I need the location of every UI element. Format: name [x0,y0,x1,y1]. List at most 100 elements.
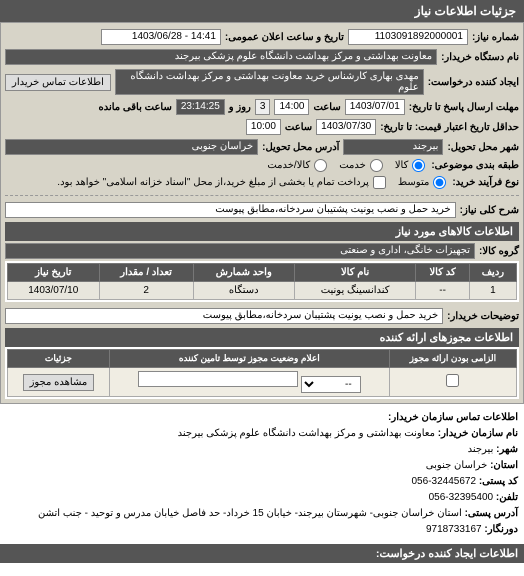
auth-details-cell: مشاهده مجوز [8,368,110,397]
items-table: ردیف کد کالا نام کالا واحد شمارش تعداد /… [7,263,517,300]
pay-radios: متوسط پرداخت تمام یا بخشی از مبلغ خرید،ا… [57,176,448,189]
contact-phone-label: تلفن: [496,492,518,503]
auth-col-status: اعلام وضعیت مجوز توسط تامین کننده [109,350,389,368]
contact-addr: استان خراسان جنوبی- شهرستان بیرجند- خیاب… [38,508,462,519]
need-title-field: خرید حمل و نصب یونیت پشتیبان سردخانه،مطا… [5,202,456,218]
page-header: جزئیات اطلاعات نیاز [0,0,524,22]
contact-city-label: شهر: [496,444,518,455]
announce-label: تاریخ و ساعت اعلان عمومی: [225,32,344,43]
announce-field: 14:41 - 1403/06/28 [101,29,221,45]
contact-section: اطلاعات تماس سازمان خریدار: نام سازمان خ… [0,404,524,544]
auth-mandatory-cell [389,368,516,397]
need-title-label: شرح کلی نیاز: [460,205,519,216]
col-row: ردیف [469,264,516,282]
pay-open-label: متوسط [398,177,429,188]
ship-addr-label: آدرس محل تحویل: [262,142,339,153]
contact-phone: 32395400-056 [429,492,494,503]
deliver-city: بیرجند [343,139,443,155]
buyer-org-label: نام دستگاه خریدار: [441,52,519,63]
group-field: تجهیزات خانگی، اداری و صنعتی [5,243,475,259]
auth-table: الزامی بودن ارائه مجوز اعلام وضعیت مجوز … [7,349,517,397]
auth-mandatory-check[interactable] [446,374,459,387]
contact-zip: 32445672-056 [412,476,477,487]
cat-both-option[interactable]: کالا/خدمت [267,159,329,172]
cat-service-option[interactable]: خدمت [339,159,385,172]
deadline-send-label: مهلت ارسال پاسخ تا تاریخ: [409,102,519,113]
cat-goods-label: کالا [395,160,409,171]
col-unit: واحد شمارش [193,264,294,282]
cat-both-radio[interactable] [314,159,327,172]
buyer-desc-label: توضیحات خریدار: [447,311,519,322]
time-label-2: ساعت [285,122,312,133]
auth-status-select[interactable]: -- [301,376,361,393]
main-section: شماره نیاز: 1103091892000001 تاریخ و ساع… [0,22,524,404]
deadline-send-date: 1403/07/01 [345,99,405,115]
need-no-label: شماره نیاز: [472,32,519,43]
view-auth-button[interactable]: مشاهده مجوز [23,374,95,391]
auth-col-mandatory: الزامی بودن ارائه مجوز [389,350,516,368]
auth-status-cell: -- [109,368,389,397]
pay-label: نوع فرآیند خرید: [452,177,519,188]
validity-label: حداقل تاریخ اعتبار قیمت: تا تاریخ: [380,122,519,133]
cell-name: کندانسینگ یونیت [294,282,416,300]
validity-time: 10:00 [246,119,281,135]
footer-bar: اطلاعات ایجاد کننده درخواست: [0,544,524,563]
cat-label: طبقه بندی موضوعی: [431,160,519,171]
items-header: اطلاعات کالاهای مورد نیاز [5,222,519,241]
pay-partial-option[interactable]: پرداخت تمام یا بخشی از مبلغ خرید،از محل … [57,176,388,189]
group-label: گروه کالا: [479,246,519,257]
ship-addr: خراسان جنوبی [5,139,258,155]
cell-rownum: 1 [469,282,516,300]
creator-label: ایجاد کننده درخواست: [428,77,519,88]
pay-partial-check[interactable] [373,176,386,189]
col-name: نام کالا [294,264,416,282]
contact-zip-label: کد پستی: [479,476,518,487]
category-radios: کالا خدمت کالا/خدمت [267,159,427,172]
items-table-wrap: ردیف کد کالا نام کالا واحد شمارش تعداد /… [5,261,519,302]
cat-service-radio[interactable] [370,159,383,172]
cat-goods-option[interactable]: کالا [395,159,428,172]
items-table-header: ردیف کد کالا نام کالا واحد شمارش تعداد /… [8,264,517,282]
auth-row: -- مشاهده مجوز [8,368,517,397]
auth-table-wrap: الزامی بودن ارائه مجوز اعلام وضعیت مجوز … [5,347,519,399]
remain-days-label: روز و [229,102,251,113]
cell-date: 1403/07/10 [8,282,100,300]
need-no-field: 1103091892000001 [348,29,468,45]
contact-org: معاونت بهداشتی و مرکز بهداشت دانشگاه علو… [178,428,435,439]
cell-qty: 2 [99,282,193,300]
contact-fax: 9718733167 [426,524,482,535]
time-label-1: ساعت [313,102,340,113]
remain-days: 3 [255,99,271,115]
validity-date: 1403/07/30 [316,119,376,135]
contact-province: خراسان جنوبی [426,460,488,471]
cell-unit: دستگاه [193,282,294,300]
contact-province-label: استان: [490,460,518,471]
buyer-desc-field: خرید حمل و نصب یونیت پشتیبان سردخانه،مطا… [5,308,443,324]
contact-header: اطلاعات تماس سازمان خریدار: [6,410,518,426]
contact-addr-label: آدرس پستی: [465,508,518,519]
deliver-city-label: شهر محل تحویل: [447,142,519,153]
cat-service-label: خدمت [339,160,366,171]
col-date: تاریخ نیاز [8,264,100,282]
contact-city: بیرجند [468,444,494,455]
table-row[interactable]: 1 -- کندانسینگ یونیت دستگاه 2 1403/07/10 [8,282,517,300]
auth-header: اطلاعات مجوزهای ارائه کننده [5,328,519,347]
pay-partial-label: پرداخت تمام یا بخشی از مبلغ خرید،از محل … [57,177,369,188]
auth-status-text [138,371,298,387]
buyer-org-field: معاونت بهداشتی و مرکز بهداشت دانشگاه علو… [5,49,437,65]
remain-time-label: ساعت باقی مانده [98,102,171,113]
remain-time: 23:14:25 [176,99,225,115]
col-code: کد کالا [416,264,469,282]
contact-org-label: نام سازمان خریدار: [438,428,518,439]
auth-col-details: جزئیات [8,350,110,368]
contact-info-button[interactable]: اطلاعات تماس خریدار [5,74,111,91]
pay-open-option[interactable]: متوسط [398,176,448,189]
cat-both-label: کالا/خدمت [267,160,310,171]
cat-goods-radio[interactable] [412,159,425,172]
auth-table-header: الزامی بودن ارائه مجوز اعلام وضعیت مجوز … [8,350,517,368]
cell-code: -- [416,282,469,300]
contact-fax-label: دورنگار: [484,524,518,535]
pay-open-radio[interactable] [433,176,446,189]
creator-field: مهدی بهاری کارشناس خرید معاونت بهداشتی و… [115,69,424,95]
col-qty: تعداد / مقدار [99,264,193,282]
